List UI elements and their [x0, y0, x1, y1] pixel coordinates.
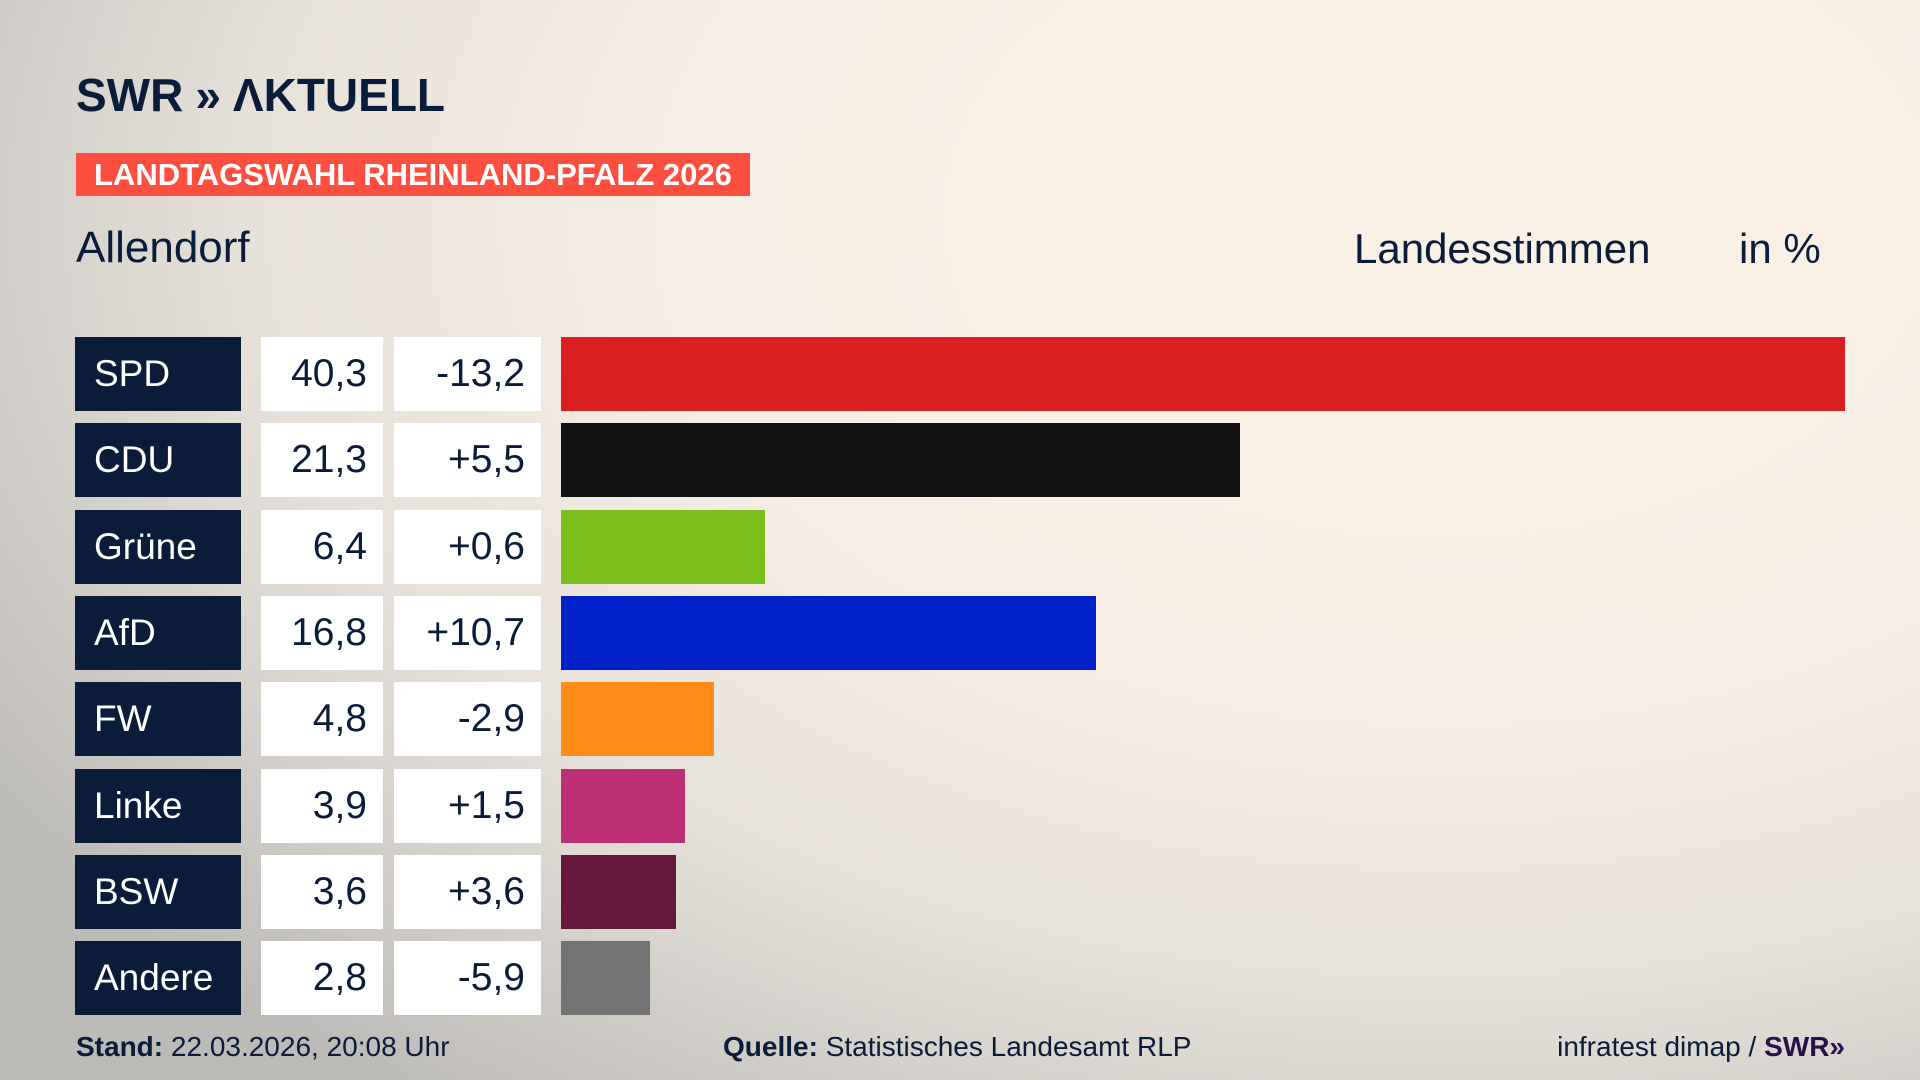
party-label: SPD: [75, 337, 241, 411]
bar: [561, 337, 1845, 411]
timestamp: Stand: 22.03.2026, 20:08 Uhr: [76, 1030, 450, 1064]
bar: [561, 768, 686, 843]
swr-logo-small: SWR»: [1764, 1031, 1845, 1062]
bar: [561, 423, 1240, 498]
diff-label: +10,7: [394, 595, 541, 670]
result-row: CDU 21,3 +5,5: [0, 423, 1920, 498]
credit-text: infratest dimap /: [1557, 1031, 1757, 1062]
value-label: 3,6: [261, 854, 383, 929]
bar: [561, 509, 765, 584]
unit-label: in %: [1739, 225, 1821, 272]
value-label: 6,4: [261, 509, 383, 584]
election-banner: LANDTAGSWAHL RHEINLAND-PFALZ 2026: [76, 153, 750, 196]
logo-swr: SWR: [76, 69, 184, 121]
stand-value: 22.03.2026, 20:08 Uhr: [170, 1031, 450, 1062]
party-label: Andere: [75, 941, 241, 1016]
diff-label: -2,9: [394, 682, 541, 757]
value-label: 2,8: [261, 941, 383, 1016]
diff-label: +1,5: [394, 768, 541, 843]
result-row: SPD 40,3 -13,2: [0, 337, 1920, 411]
source: Quelle: Statistisches Landesamt RLP: [723, 1030, 1191, 1064]
diff-label: +3,6: [394, 854, 541, 929]
result-row: Grüne 6,4 +0,6: [0, 509, 1920, 584]
chevrons-icon: »: [195, 69, 221, 121]
source-label: Quelle:: [723, 1031, 818, 1062]
diff-label: +0,6: [394, 509, 541, 584]
value-label: 3,9: [261, 768, 383, 843]
bar: [561, 854, 676, 929]
bar: [561, 682, 714, 757]
party-label: Grüne: [75, 509, 241, 584]
source-value: Statistisches Landesamt RLP: [825, 1031, 1192, 1062]
value-label: 40,3: [261, 337, 383, 411]
value-label: 4,8: [261, 682, 383, 757]
result-row: Linke 3,9 +1,5: [0, 768, 1920, 843]
result-row: FW 4,8 -2,9: [0, 682, 1920, 757]
party-label: FW: [75, 682, 241, 757]
bar: [561, 595, 1097, 670]
result-row: BSW 3,6 +3,6: [0, 854, 1920, 929]
diff-label: -5,9: [394, 941, 541, 1016]
value-label: 16,8: [261, 595, 383, 670]
diff-label: -13,2: [394, 337, 541, 411]
value-label: 21,3: [261, 423, 383, 498]
stand-label: Stand:: [76, 1031, 164, 1062]
party-label: CDU: [75, 423, 241, 498]
party-label: BSW: [75, 854, 241, 929]
result-row: AfD 16,8 +10,7: [0, 595, 1920, 670]
vote-type-label: Landesstimmen: [1354, 225, 1651, 272]
credit: infratest dimap / SWR»: [1557, 1030, 1845, 1064]
logo-aktuell: ΛKTUELL: [232, 69, 446, 121]
place-title: Allendorf: [76, 223, 250, 272]
party-label: AfD: [75, 595, 241, 670]
bar: [561, 941, 651, 1016]
diff-label: +5,5: [394, 423, 541, 498]
result-row: Andere 2,8 -5,9: [0, 941, 1920, 1016]
swr-aktuell-logo: SWR» ΛKTUELL: [76, 69, 446, 121]
party-label: Linke: [75, 768, 241, 843]
